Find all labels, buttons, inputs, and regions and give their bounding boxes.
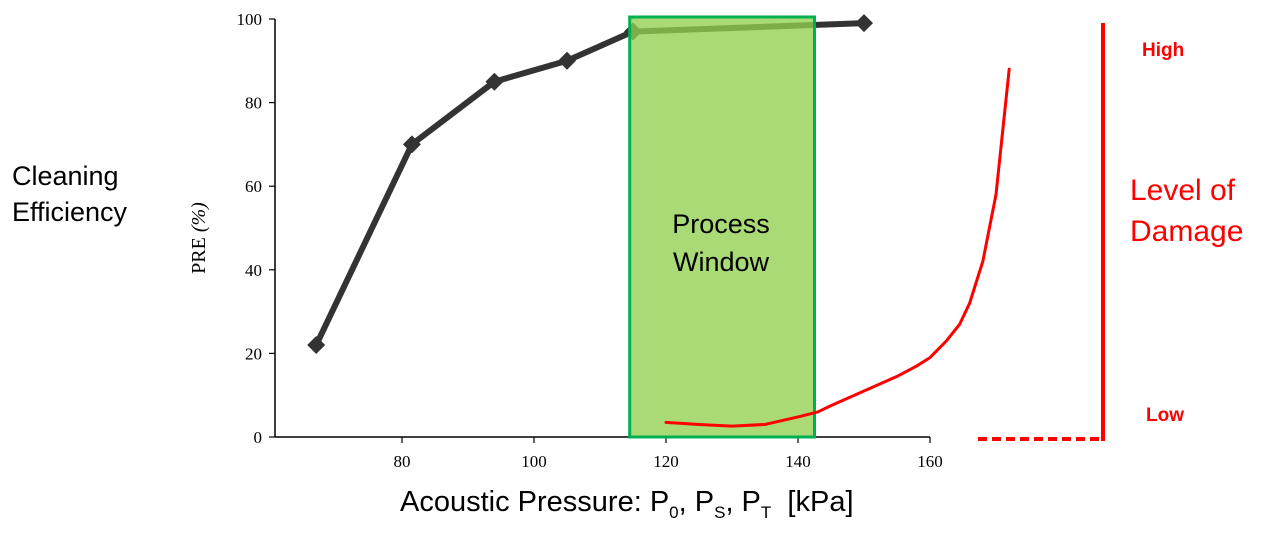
- y-axis-label-text: PRE: [188, 232, 210, 274]
- process-window-line2: Window: [672, 247, 770, 277]
- damage-axis-title: Level of Damage: [1130, 170, 1243, 252]
- x-title-sub-0: 0: [669, 502, 679, 522]
- x-title-unit: [kPa]: [787, 486, 854, 518]
- x-tick-label: 160: [917, 452, 943, 471]
- process-window-label: Process Window: [628, 205, 814, 281]
- y-tick-label: 60: [245, 177, 262, 196]
- pre-data-point: [307, 336, 326, 355]
- pre-data-point: [402, 135, 421, 154]
- process-window-line1: Process: [672, 209, 770, 239]
- damage-low-label: Low: [1146, 405, 1184, 426]
- x-title-sub-s: S: [714, 502, 726, 522]
- damage-high-label: High: [1142, 40, 1185, 61]
- left-label-line2: Efficiency: [12, 197, 128, 227]
- y-tick-label: 20: [245, 344, 262, 363]
- y-axis-label-unit: (%): [188, 202, 210, 232]
- x-tick-label: 100: [521, 452, 547, 471]
- pre-data-point: [558, 51, 576, 70]
- pre-data-point: [855, 14, 873, 33]
- y-tick-label: 80: [245, 94, 262, 113]
- x-title-text: Acoustic Pressure: P: [400, 486, 670, 518]
- cleaning-efficiency-label: Cleaning Efficiency: [12, 158, 127, 230]
- process-window-box: [628, 15, 817, 439]
- x-tick-label: 80: [394, 452, 411, 471]
- y-axis-label: PRE (%): [188, 202, 210, 274]
- y-tick-label: 40: [245, 261, 262, 280]
- damage-title-line2: Damage: [1130, 215, 1244, 248]
- y-tick-label: 0: [254, 428, 263, 447]
- pre-data-point: [485, 72, 504, 91]
- x-axis-title: Acoustic Pressure: P0, PS, PT [kPa]: [400, 486, 854, 522]
- y-tick-label: 100: [237, 10, 263, 29]
- damage-curve: [664, 67, 1011, 428]
- x-tick-label: 120: [653, 452, 679, 471]
- left-label-line1: Cleaning: [12, 161, 119, 191]
- x-tick-label: 140: [785, 452, 811, 471]
- damage-title-line1: Level of: [1130, 174, 1236, 207]
- x-title-sub-t: T: [760, 502, 772, 522]
